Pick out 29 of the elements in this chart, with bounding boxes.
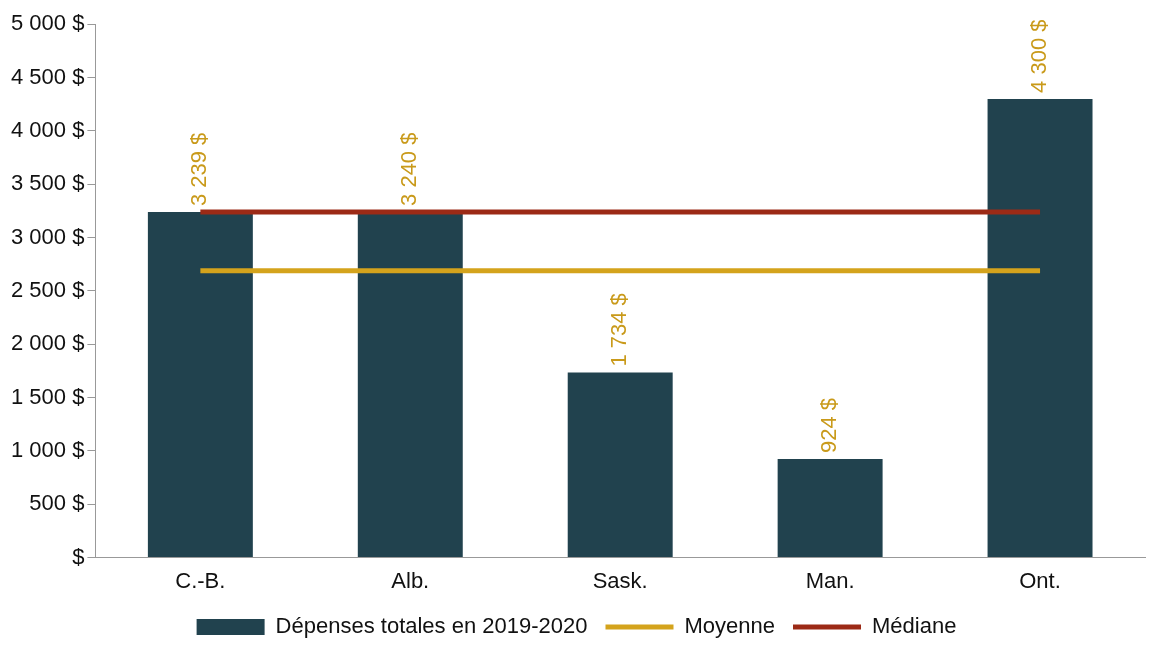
legend-label: Moyenne: [684, 613, 776, 639]
bar: [777, 459, 883, 558]
y-tick-label: 5 000 $: [11, 10, 85, 36]
y-tick-label: 2 500 $: [11, 276, 85, 302]
data-label: 4 300 $: [1026, 19, 1052, 93]
data-label: 3 239 $: [186, 132, 212, 207]
x-tick-label: Ont.: [1019, 567, 1061, 593]
x-tick-label: C.-B.: [175, 567, 226, 593]
data-label: 1 734 $: [606, 293, 632, 367]
bar: [987, 98, 1093, 558]
x-tick-label: Sask.: [592, 567, 648, 593]
x-tick-label: Alb.: [391, 567, 430, 593]
y-tick-label: 1 500 $: [11, 383, 85, 409]
y-tick-label: 3 000 $: [11, 223, 85, 249]
bar: [567, 372, 673, 558]
bar: [147, 212, 253, 558]
legend-label: Dépenses totales en 2019-2020: [275, 613, 588, 639]
y-tick-label: 4 000 $: [11, 116, 85, 142]
legend-label: Médiane: [872, 613, 957, 639]
y-tick-label: 500 $: [29, 490, 85, 516]
y-tick-label: $: [72, 543, 85, 569]
bar: [357, 211, 463, 558]
y-tick-label: 4 500 $: [11, 63, 85, 89]
y-tick-label: 2 000 $: [11, 330, 85, 356]
data-label: 924 $: [816, 397, 842, 454]
data-label: 3 240 $: [396, 132, 422, 206]
y-tick-label: 3 500 $: [11, 170, 85, 196]
x-tick-label: Man.: [805, 567, 855, 593]
y-tick-label: 1 000 $: [11, 436, 85, 462]
